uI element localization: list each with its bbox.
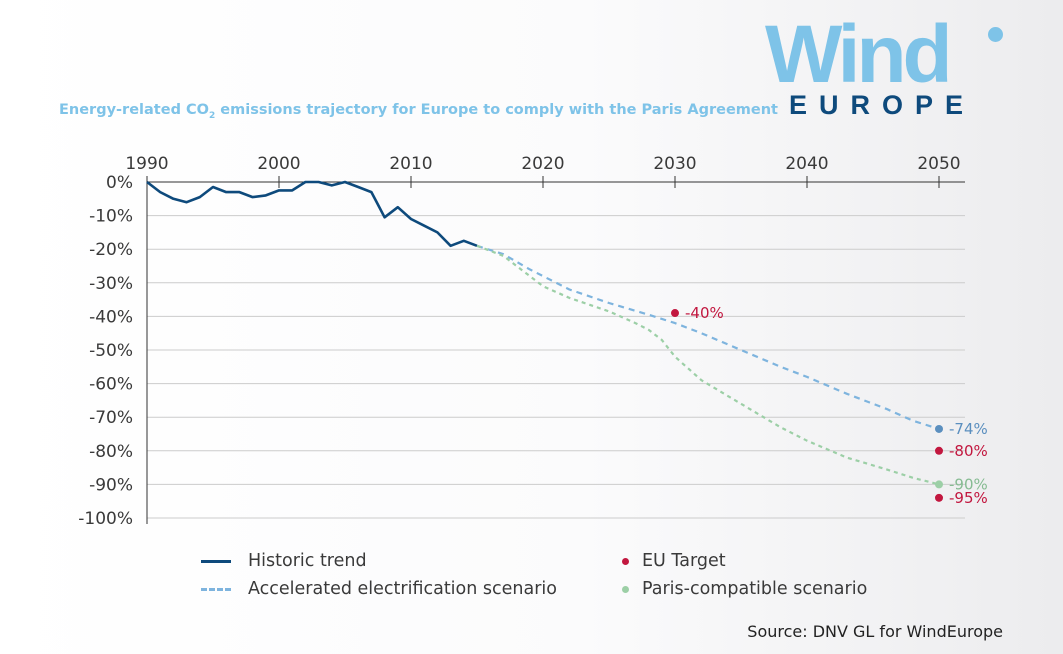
y-tick-label: -50% [89, 341, 133, 361]
x-tick-label: 2050 [917, 154, 960, 174]
x-tick-label: 2040 [785, 154, 828, 174]
y-tick-label: 0% [106, 173, 133, 193]
series-lines [146, 180, 940, 486]
y-tick-label: -60% [89, 375, 133, 395]
axes: 0% -10% -20% -30% -40% -50% -60% -70% -80% -90% -1… [78, 154, 965, 529]
chart-title-main: Energy-related CO [59, 102, 209, 118]
y-tick-label: -80% [89, 442, 133, 462]
series-line-paris-compatible-scenario [476, 244, 940, 486]
y-tick-label: -40% [89, 307, 133, 327]
logo-subtitle: EUROPE [789, 90, 976, 120]
series-line-accelerated-electrification-scenario [476, 244, 940, 431]
data-point-eu-target [935, 493, 943, 502]
x-tick-label: 1990 [125, 154, 168, 174]
data-point-eu-target [671, 309, 679, 318]
data-label-eu-target: -95% [949, 489, 988, 507]
data-point-accelerated-electrification-scenario [935, 424, 943, 433]
data-label-accelerated-electrification-scenario: -74% [949, 420, 988, 438]
y-tick-label: -10% [89, 207, 133, 227]
data-label-eu-target: -80% [949, 442, 988, 460]
x-tick-label: 2010 [389, 154, 432, 174]
y-tick-label: -100% [78, 509, 133, 529]
windeurope-logo: Wind EUROPE [765, 14, 1005, 128]
chart-title: Energy-related CO2 emissions trajectory … [59, 102, 778, 121]
chart-title-rest: emissions trajectory for Europe to compl… [215, 102, 778, 118]
logo-wordmark: Wind [765, 9, 953, 100]
x-tick-label: 2030 [653, 154, 696, 174]
gridlines [147, 215, 965, 519]
y-tick-label: -20% [89, 240, 133, 260]
y-tick-label: -30% [89, 274, 133, 294]
y-tick-label: -70% [89, 408, 133, 428]
data-label-paris-compatible-scenario: -90% [949, 475, 988, 493]
logo-dot [988, 27, 1003, 42]
chart-title-subscript: 2 [208, 110, 216, 121]
data-point-paris-compatible-scenario [935, 480, 943, 489]
x-tick-label: 2020 [521, 154, 564, 174]
y-tick-label: -90% [89, 475, 133, 495]
data-points: -40% -80% -95% -74% -90% [671, 304, 988, 507]
series-line-historic-trend [146, 180, 478, 248]
x-tick-label: 2000 [257, 154, 300, 174]
data-point-eu-target [935, 446, 943, 455]
source-note: Source: DNV GL for WindEurope [747, 622, 1003, 641]
data-label-eu-target: -40% [685, 304, 724, 322]
